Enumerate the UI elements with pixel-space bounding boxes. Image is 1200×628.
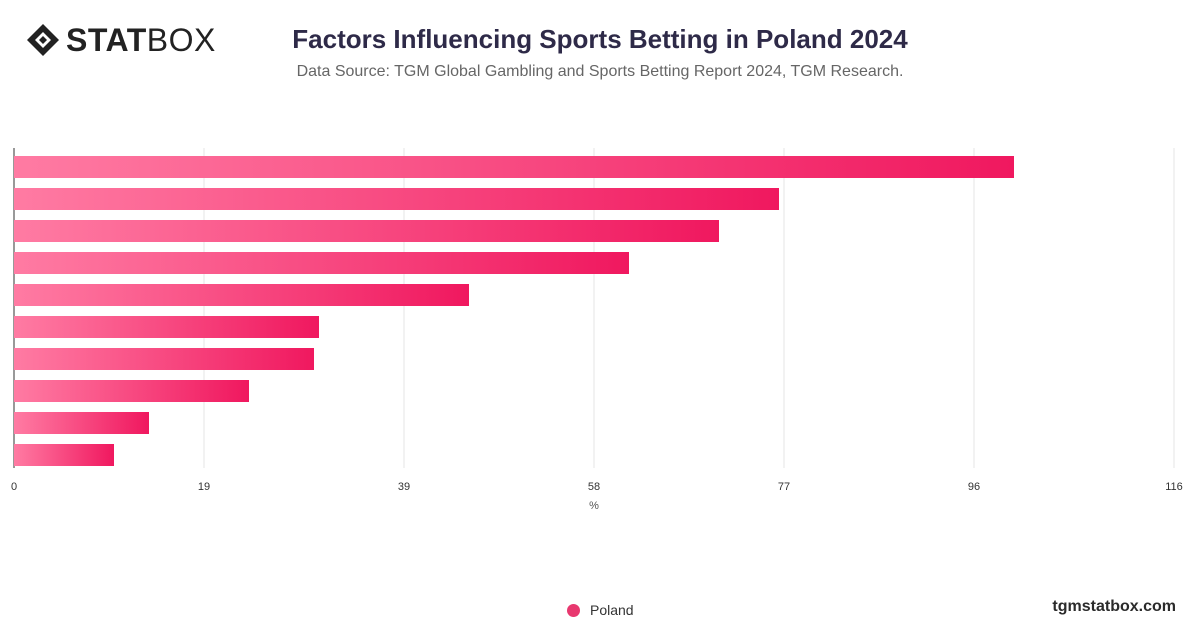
logo-box: BOX xyxy=(146,22,216,58)
x-tick-label: 116 xyxy=(1165,481,1183,493)
bar-chart: 0 19 39 58 77 96 116 % xyxy=(11,148,1183,512)
bar[interactable] xyxy=(14,252,629,274)
statbox-logo: STATBOX xyxy=(26,22,216,58)
bar[interactable] xyxy=(14,220,719,242)
x-tick-label: 96 xyxy=(968,481,980,493)
x-tick-label: 19 xyxy=(198,481,210,493)
legend-marker-poland xyxy=(567,603,580,617)
x-axis-label: % xyxy=(589,500,599,512)
brand-footer: tgmstatbox.com xyxy=(1052,598,1176,615)
x-tick-label: 58 xyxy=(588,481,600,493)
x-tick-label: 77 xyxy=(778,481,790,493)
chart-subtitle: Data Source: TGM Global Gambling and Spo… xyxy=(296,63,904,80)
bar[interactable] xyxy=(14,380,249,402)
x-tick-label: 39 xyxy=(398,481,410,493)
logo-text: STATBOX xyxy=(66,22,216,58)
chart-title: Factors Influencing Sports Betting in Po… xyxy=(292,24,908,54)
x-tick-label: 0 xyxy=(11,481,17,493)
bar[interactable] xyxy=(14,412,149,434)
bar[interactable] xyxy=(14,188,779,210)
bar[interactable] xyxy=(14,348,314,370)
bar[interactable] xyxy=(14,284,469,306)
legend-label-poland: Poland xyxy=(590,602,634,618)
bar[interactable] xyxy=(14,316,319,338)
bar[interactable] xyxy=(14,444,114,466)
statbox-diamond-icon xyxy=(27,24,59,56)
legend[interactable]: Poland xyxy=(567,602,634,618)
logo-stat: STAT xyxy=(66,22,147,58)
bar[interactable] xyxy=(14,156,1014,178)
